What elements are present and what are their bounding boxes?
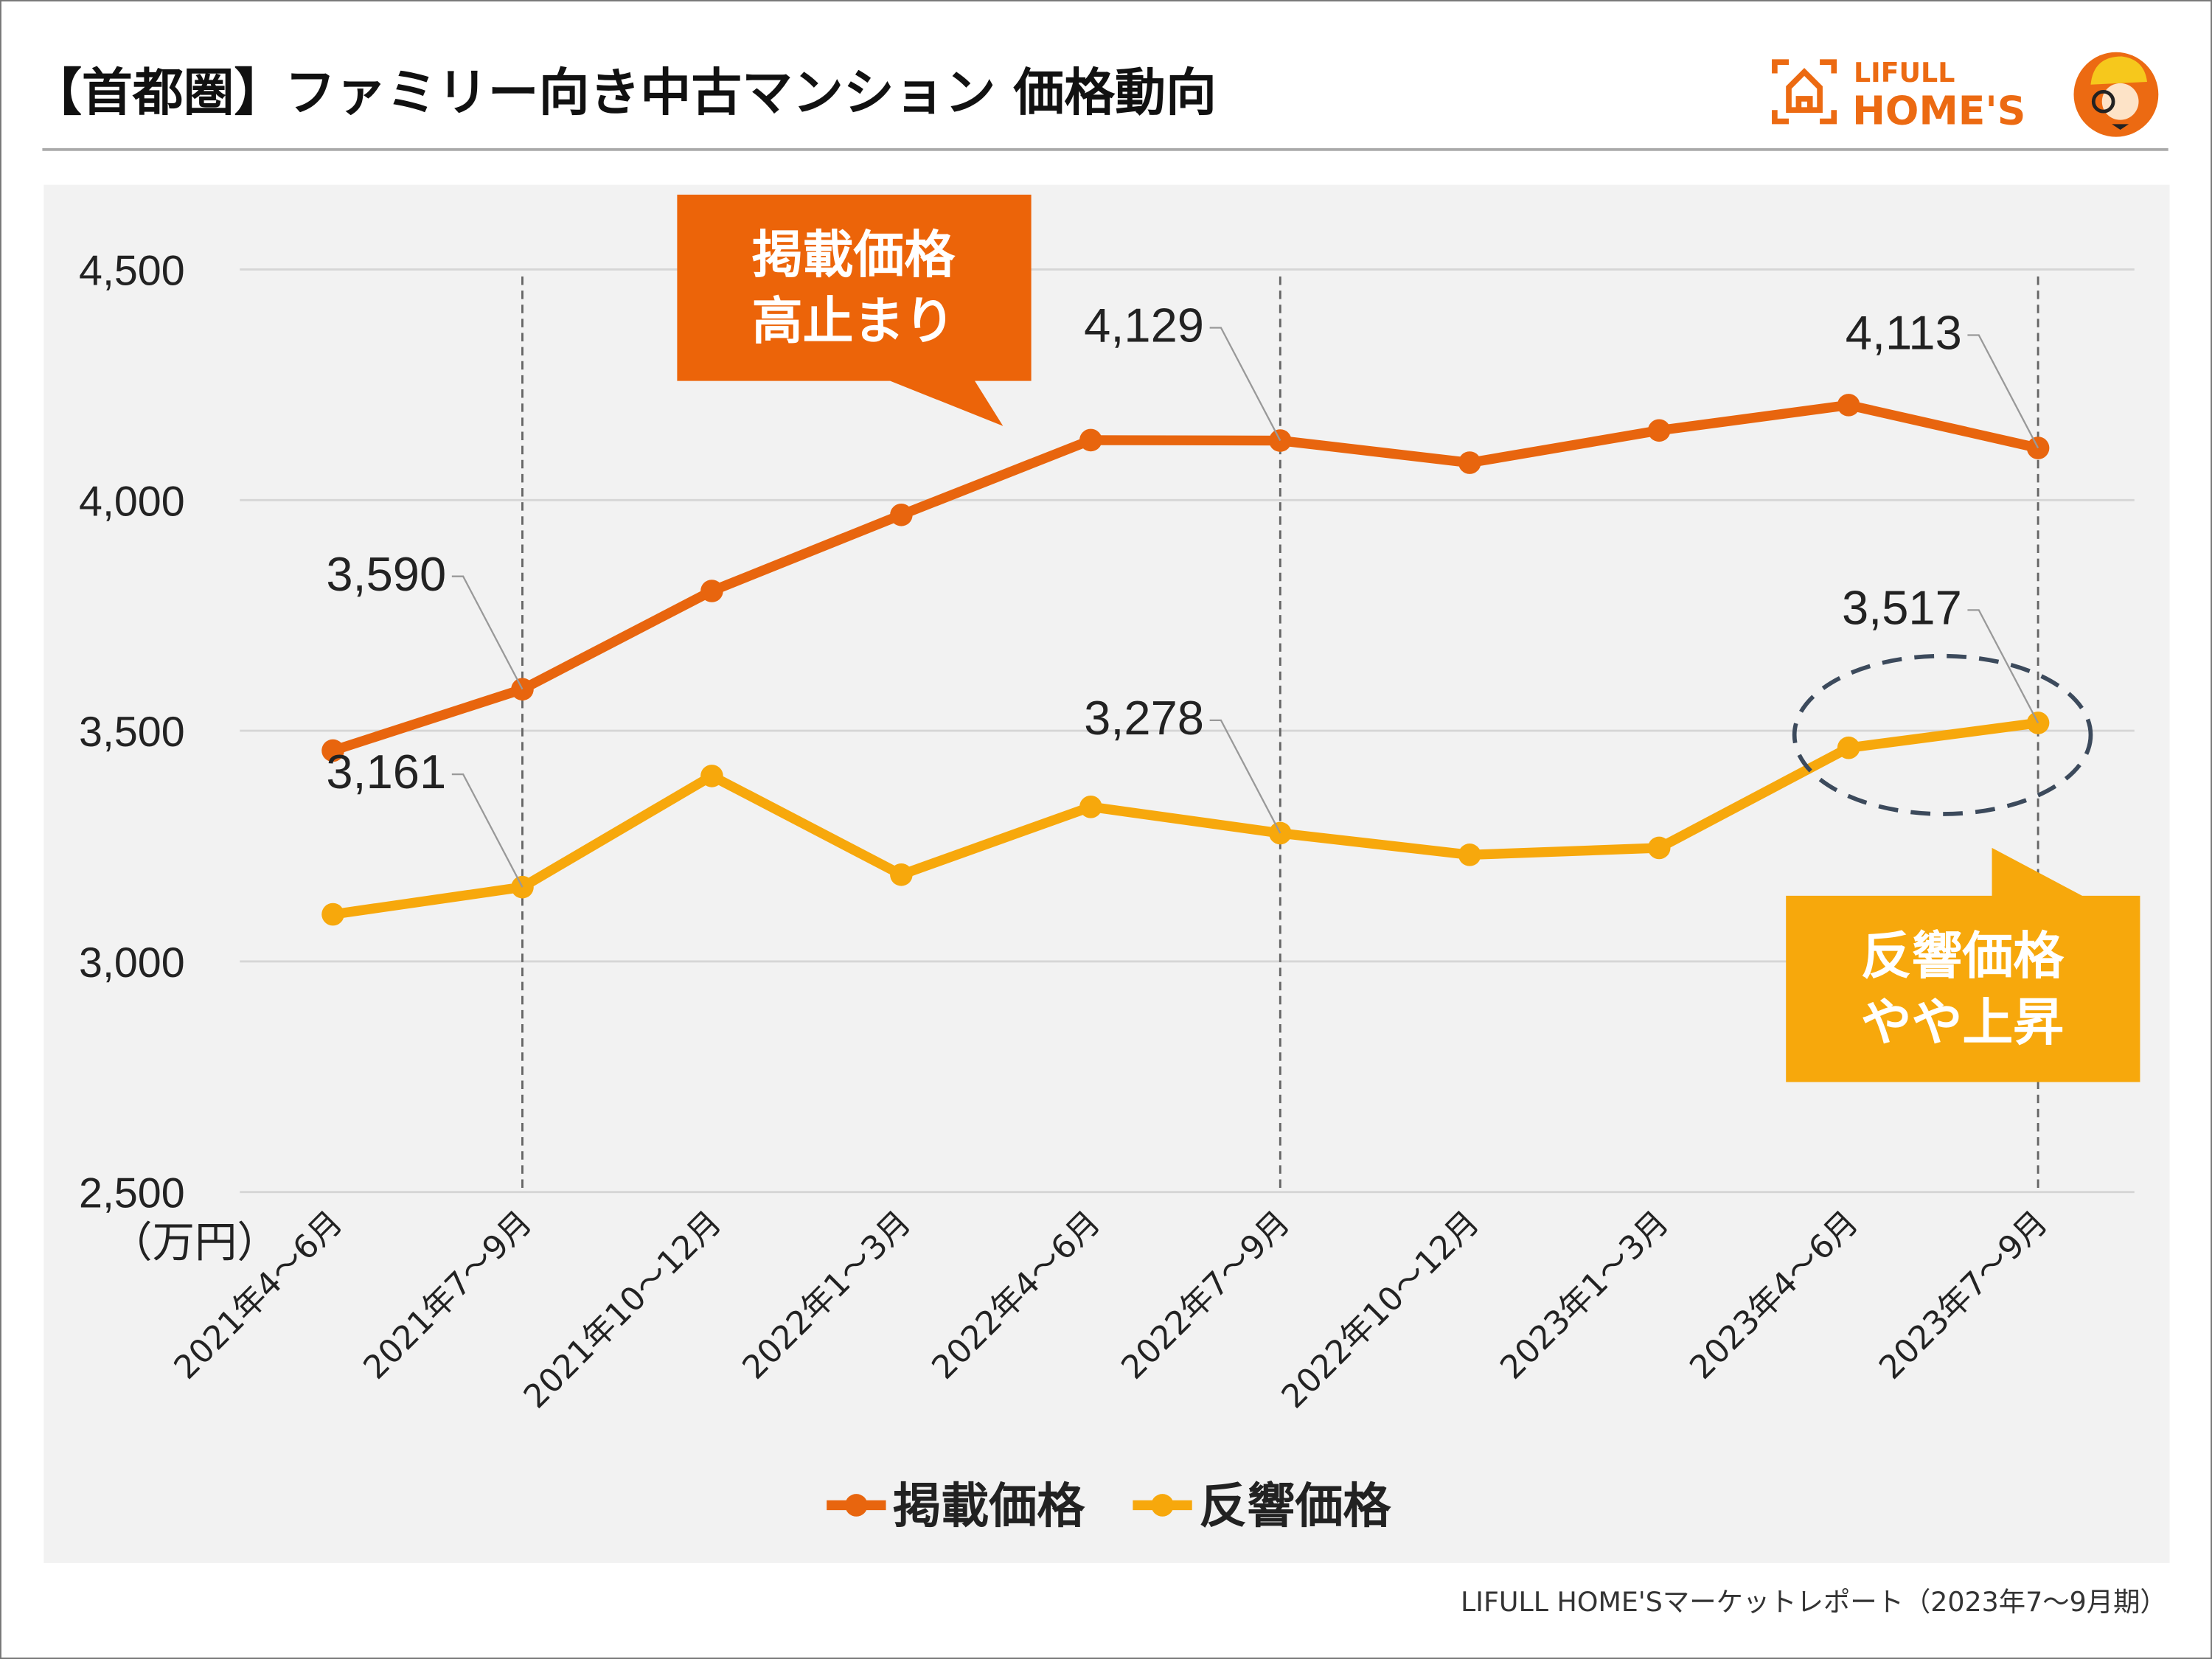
series-line <box>332 717 2039 919</box>
y-tick-label: 3,000 <box>79 939 185 987</box>
chart-title: 【首都圏】ファミリー向き中古マンション 価格動向 <box>31 63 1217 122</box>
data-label-leader <box>1967 334 2039 449</box>
callout-text-line1: 反響価格 <box>1861 927 2065 986</box>
legend-label: 反響価格 <box>1199 1478 1391 1534</box>
callout-box <box>1786 847 2140 1082</box>
data-point <box>1837 736 1860 759</box>
source-footer: LIFULL HOME'Sマーケットレポート（2023年7〜9月期） <box>1461 1586 2167 1618</box>
mascot-icon <box>2073 52 2159 137</box>
data-point <box>1079 428 1102 452</box>
callout-text-line2: やや上昇 <box>1861 993 2064 1052</box>
y-tick-label: 3,500 <box>79 709 185 756</box>
data-point <box>321 739 344 762</box>
data-label: 4,113 <box>1846 306 1962 360</box>
data-label-leader <box>1967 609 2039 723</box>
callout-box <box>677 195 1032 426</box>
callout-response-price-rise: 反響価格 やや上昇 <box>1786 847 2140 1082</box>
data-point <box>1079 795 1102 818</box>
y-tick-label: 2,500 <box>79 1170 185 1217</box>
data-label: 3,590 <box>326 547 446 601</box>
data-label-leader <box>451 773 524 888</box>
data-point <box>1268 429 1292 452</box>
data-label: 3,161 <box>326 745 446 799</box>
callout-text-line2: 高止まり <box>752 292 955 351</box>
logo-text-homes: HOME'S <box>1852 87 2025 133</box>
data-point <box>1268 821 1292 845</box>
data-label-leader <box>451 575 524 690</box>
data-point <box>321 902 344 926</box>
data-point <box>700 765 723 787</box>
data-point <box>1458 451 1481 474</box>
data-label: 3,278 <box>1084 691 1204 745</box>
y-tick-label: 4,500 <box>79 247 185 294</box>
data-point <box>890 503 913 526</box>
data-label-leader <box>1209 719 1281 834</box>
data-point <box>2026 437 2050 459</box>
data-point <box>700 580 723 602</box>
legend-item-listing-price: 掲載価格 <box>827 1478 1085 1534</box>
legend-swatch-marker <box>845 1494 868 1517</box>
data-point <box>1647 419 1671 442</box>
legend: 掲載価格 反響価格 <box>827 1478 1391 1534</box>
y-axis-unit-label: （万円） <box>110 1220 279 1267</box>
legend-label: 掲載価格 <box>893 1478 1085 1534</box>
data-point <box>1837 394 1860 417</box>
data-label-leader <box>1209 327 1281 442</box>
plot-background <box>44 184 2170 1563</box>
lifull-homes-logo: LIFULL HOME'S <box>1772 52 2159 137</box>
legend-item-response-price: 反響価格 <box>1133 1478 1391 1534</box>
data-point <box>1647 836 1671 860</box>
callout-listing-price-plateau: 掲載価格 高止まり <box>677 195 1032 426</box>
logo-text-lifull: LIFULL <box>1854 57 1955 88</box>
highlight-ellipse <box>1792 653 2093 816</box>
legend-swatch-marker <box>1151 1494 1174 1517</box>
data-point <box>1458 844 1481 866</box>
house-icon <box>1772 59 1837 125</box>
series-line <box>331 400 2039 756</box>
data-label: 3,517 <box>1842 581 1962 635</box>
series-response-price: 3,161 3,278 3,517 <box>321 581 2050 926</box>
data-point <box>511 678 534 701</box>
callout-text-line1: 掲載価格 <box>752 226 956 285</box>
data-point <box>890 863 913 886</box>
data-label: 4,129 <box>1084 299 1204 352</box>
series-listing-price: 3,590 4,129 4,113 <box>321 299 2050 762</box>
y-tick-label: 4,000 <box>79 478 185 525</box>
